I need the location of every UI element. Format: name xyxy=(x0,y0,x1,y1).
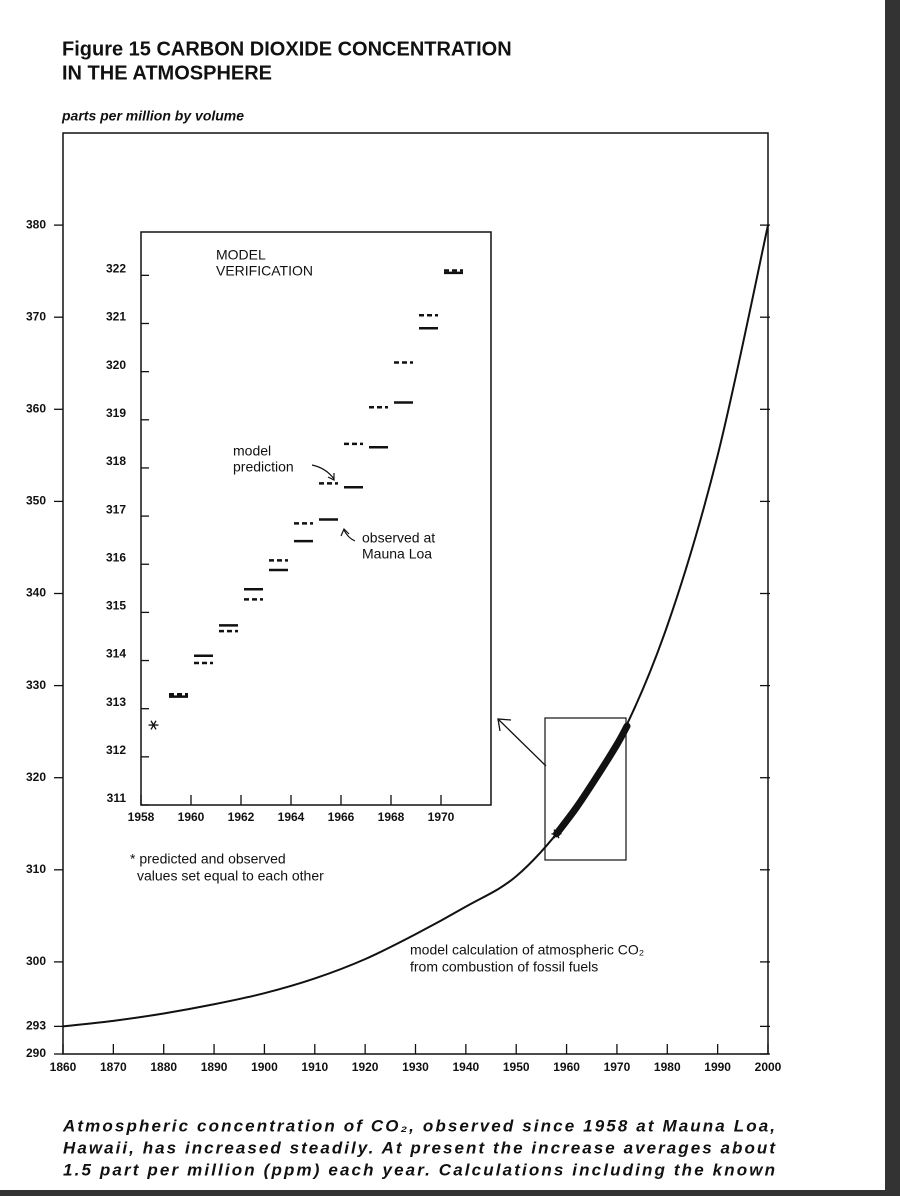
y-tick-label: 340 xyxy=(26,586,46,600)
title-line: IN THE ATMOSPHERE xyxy=(62,62,272,84)
inset-frame xyxy=(140,231,492,806)
y-tick-label: 311 xyxy=(107,791,127,805)
star-marker xyxy=(551,829,562,839)
annotation: from combustion of fossil fuels xyxy=(410,959,598,975)
y-tick-label: 293 xyxy=(26,1019,46,1033)
y-axis-label: parts per million by volume xyxy=(61,108,244,124)
x-tick-label: 1880 xyxy=(150,1060,177,1074)
annotation: observed at xyxy=(362,530,435,546)
annotation: prediction xyxy=(233,459,294,475)
y-tick-label: 380 xyxy=(26,217,46,231)
y-tick-label: 319 xyxy=(106,406,126,420)
y-tick-label: 350 xyxy=(26,494,46,508)
data-line xyxy=(62,224,769,1028)
x-tick-label: 2000 xyxy=(755,1060,782,1074)
x-tick-label: 1968 xyxy=(378,810,405,824)
y-tick-label: 315 xyxy=(106,599,126,613)
x-tick-label: 1962 xyxy=(228,810,255,824)
y-tick-label: 300 xyxy=(26,954,46,968)
caption: Atmospheric concentration of CO₂, observ… xyxy=(62,1116,775,1135)
star-stroke xyxy=(553,829,560,839)
x-tick-label: 1860 xyxy=(50,1060,77,1074)
y-tick-label: 360 xyxy=(26,401,46,415)
y-tick-label: 318 xyxy=(106,454,126,468)
x-tick-label: 1990 xyxy=(704,1060,731,1074)
inset-title: VERIFICATION xyxy=(216,263,313,279)
y-tick-label: 316 xyxy=(106,550,126,564)
x-tick-label: 1960 xyxy=(553,1060,580,1074)
zoom-box xyxy=(544,717,627,861)
x-tick-label: 1970 xyxy=(604,1060,631,1074)
y-tick-label: 330 xyxy=(26,678,46,692)
x-tick-label: 1900 xyxy=(251,1060,278,1074)
data-line xyxy=(553,722,631,838)
x-tick-label: 1964 xyxy=(278,810,305,824)
x-tick-label: 1960 xyxy=(178,810,205,824)
annotation: model calculation of atmospheric CO₂ xyxy=(410,942,644,958)
x-tick-label: 1870 xyxy=(100,1060,127,1074)
inset-title: MODEL xyxy=(216,247,266,263)
scan-border xyxy=(0,1190,900,1196)
y-tick-label: 314 xyxy=(106,647,126,661)
caption: Hawaii, has increased steadily. At prese… xyxy=(63,1138,776,1157)
y-tick-label: 322 xyxy=(106,262,126,276)
y-tick-label: 290 xyxy=(26,1046,46,1060)
x-tick-label: 1966 xyxy=(328,810,355,824)
x-tick-label: 1958 xyxy=(128,810,155,824)
star-stroke xyxy=(150,720,157,730)
y-tick-label: 321 xyxy=(106,310,126,324)
y-tick-label: 317 xyxy=(106,502,126,516)
x-tick-label: 1940 xyxy=(453,1060,480,1074)
y-tick-label: 320 xyxy=(26,770,46,784)
x-tick-label: 1890 xyxy=(201,1060,228,1074)
footnote: values set equal to each other xyxy=(137,868,324,884)
scan-border xyxy=(885,0,900,1196)
x-tick-label: 1950 xyxy=(503,1060,530,1074)
x-tick-label: 1930 xyxy=(402,1060,429,1074)
y-tick-label: 312 xyxy=(106,743,126,757)
y-tick-label: 320 xyxy=(106,358,126,372)
annotation: Mauna Loa xyxy=(362,546,432,562)
star-marker xyxy=(148,720,159,730)
x-tick-label: 1920 xyxy=(352,1060,379,1074)
x-tick-label: 1970 xyxy=(428,810,455,824)
y-tick-label: 310 xyxy=(26,862,46,876)
zoom-arrow xyxy=(497,718,547,767)
annotation: model xyxy=(233,443,271,459)
footnote: * predicted and observed xyxy=(130,851,286,867)
title-line: Figure 15 CARBON DIOXIDE CONCENTRATION xyxy=(62,38,512,60)
y-tick-label: 313 xyxy=(106,695,126,709)
annotation-arrows xyxy=(311,464,356,542)
y-tick-label: 370 xyxy=(26,309,46,323)
x-tick-label: 1980 xyxy=(654,1060,681,1074)
caption: 1.5 part per million (ppm) each year. Ca… xyxy=(63,1160,775,1179)
x-tick-label: 1910 xyxy=(301,1060,328,1074)
